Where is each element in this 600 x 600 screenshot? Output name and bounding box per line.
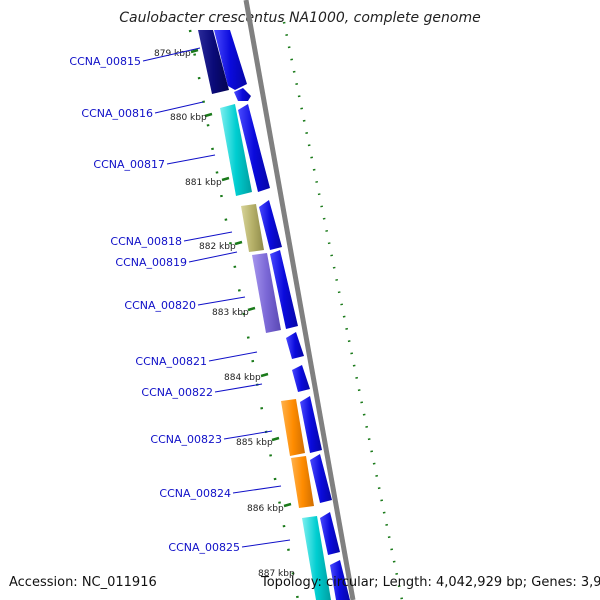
leader-line bbox=[166, 154, 216, 165]
kbp-tick-mark bbox=[221, 176, 230, 182]
gene-label: CCNA_00823 bbox=[150, 433, 222, 446]
kbp-tick-mark bbox=[190, 48, 199, 54]
gene-block bbox=[302, 516, 331, 600]
kbp-tick-mark bbox=[234, 240, 243, 246]
leader-line bbox=[241, 539, 291, 548]
forward-strand-track bbox=[214, 30, 350, 600]
kbp-tick-label: 883 kbp bbox=[212, 308, 249, 318]
map-title: Caulobacter crescentus NA1000, complete … bbox=[119, 10, 481, 26]
kbp-tick-label: 885 kbp bbox=[236, 438, 273, 448]
kbp-tick-label: 882 kbp bbox=[199, 242, 236, 252]
kbp-tick-label: 887 kbp bbox=[258, 569, 295, 579]
leader-line bbox=[154, 101, 204, 114]
label-leaders bbox=[142, 47, 291, 548]
gene-label: CCNA_00822 bbox=[141, 386, 213, 399]
kbp-tick-mark bbox=[271, 436, 280, 442]
gene-label: CCNA_00818 bbox=[110, 235, 182, 248]
gene-block bbox=[252, 253, 281, 333]
gene-label: CCNA_00819 bbox=[115, 256, 187, 269]
kbp-ticks bbox=[190, 48, 292, 508]
kbp-tick-label: 881 kbp bbox=[185, 178, 222, 188]
gene-block bbox=[241, 204, 264, 252]
cds-arrow bbox=[286, 332, 304, 359]
cds-arrow bbox=[234, 88, 251, 101]
cds-arrow bbox=[214, 30, 247, 90]
category-track bbox=[198, 30, 331, 600]
ruler-ring bbox=[188, 29, 300, 600]
kbp-tick-label: 886 kbp bbox=[247, 504, 284, 514]
gene-block bbox=[281, 399, 305, 456]
gene-label: CCNA_00825 bbox=[168, 541, 240, 554]
cds-arrow bbox=[259, 200, 282, 250]
gene-label: CCNA_00817 bbox=[93, 158, 165, 171]
gene-block bbox=[291, 456, 314, 508]
gene-label: CCNA_00824 bbox=[159, 487, 231, 500]
leader-line bbox=[232, 485, 282, 494]
cds-arrow bbox=[330, 560, 350, 600]
gene-label: CCNA_00816 bbox=[81, 107, 153, 120]
cds-arrow bbox=[292, 365, 310, 392]
cds-arrow bbox=[320, 512, 340, 555]
leader-line bbox=[188, 251, 238, 263]
gene-label: CCNA_00820 bbox=[124, 299, 196, 312]
leader-line bbox=[208, 351, 258, 362]
gene-block bbox=[220, 104, 252, 196]
backbone-line bbox=[243, 0, 356, 600]
cds-arrow bbox=[310, 454, 332, 503]
genome-summary-text: Topology: circular; Length: 4,042,929 bp… bbox=[261, 575, 600, 590]
cds-arrow bbox=[300, 396, 322, 453]
accession-text: Accession: NC_011916 bbox=[9, 575, 157, 590]
leader-line bbox=[142, 47, 201, 62]
leader-line bbox=[183, 231, 233, 242]
kbp-tick-mark bbox=[247, 306, 256, 312]
gene-label: CCNA_00821 bbox=[135, 355, 207, 368]
leader-line bbox=[223, 430, 273, 440]
kbp-tick-mark bbox=[283, 502, 292, 508]
gene-block bbox=[198, 30, 229, 94]
kbp-tick-label: 884 kbp bbox=[224, 373, 261, 383]
leader-line bbox=[197, 296, 246, 306]
gene-labels: CCNA_00815 CCNA_00816 CCNA_00817 CCNA_00… bbox=[69, 55, 240, 554]
kbp-tick-label: 880 kbp bbox=[170, 113, 207, 123]
cds-arrow bbox=[238, 104, 270, 192]
gene-label: CCNA_00815 bbox=[69, 55, 141, 68]
leader-line bbox=[214, 383, 263, 393]
kbp-tick-mark bbox=[260, 372, 269, 378]
kbp-tick-mark bbox=[204, 112, 213, 118]
cds-arrow bbox=[270, 250, 298, 329]
